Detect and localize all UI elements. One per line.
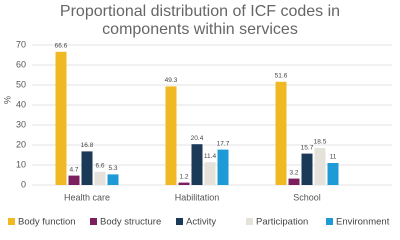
legend-swatch — [176, 218, 183, 225]
y-tick-label: 0 — [21, 179, 26, 189]
bar — [191, 144, 203, 185]
y-tick-label: 70 — [16, 39, 26, 49]
value-label: 1.2 — [179, 173, 188, 180]
legend-swatch — [326, 218, 333, 225]
bar — [178, 182, 190, 185]
legend-swatch — [90, 218, 97, 225]
value-label: 18.5 — [314, 139, 327, 146]
value-label: 66.6 — [55, 43, 68, 50]
value-label: 5.3 — [108, 165, 117, 172]
y-tick-label: 60 — [16, 59, 26, 69]
legend-swatch — [8, 218, 15, 225]
bar — [275, 81, 287, 185]
y-tick-label: 40 — [16, 99, 26, 109]
bar — [327, 163, 339, 185]
value-label: 6.6 — [95, 163, 104, 170]
y-tick-label: 30 — [16, 119, 26, 129]
value-label: 17.7 — [217, 140, 230, 147]
y-tick-label: 20 — [16, 139, 26, 149]
legend-swatch — [246, 218, 253, 225]
bar — [107, 174, 119, 185]
bar — [94, 171, 106, 185]
value-label: 3.2 — [289, 169, 298, 176]
x-tick-label: Health care — [64, 192, 110, 202]
legend-label: Activity — [186, 217, 216, 228]
value-label: 16.8 — [81, 142, 94, 149]
legend-label: Body function — [18, 217, 76, 228]
legend-label: Environment — [336, 217, 390, 228]
y-tick-label: 50 — [16, 79, 26, 89]
bar — [68, 175, 80, 185]
legend-label: Participation — [256, 217, 308, 228]
bar — [301, 153, 313, 185]
x-tick-label: School — [293, 192, 321, 202]
legend-label: Body structure — [100, 217, 161, 228]
y-tick-label: 10 — [16, 159, 26, 169]
bar — [314, 148, 326, 185]
value-label: 20.4 — [191, 135, 204, 142]
bar — [55, 51, 67, 185]
chart-title: Proportional distribution of ICF codes i… — [60, 3, 340, 20]
chart-title: components within services — [102, 21, 298, 38]
y-axis-label: % — [2, 96, 12, 104]
value-label: 51.6 — [275, 73, 288, 80]
value-label: 15.7 — [301, 144, 314, 151]
bar — [204, 162, 216, 185]
value-label: 11 — [330, 154, 337, 161]
value-label: 49.3 — [165, 77, 178, 84]
bar — [81, 151, 93, 185]
bar — [217, 149, 229, 185]
value-label: 4.7 — [69, 166, 78, 173]
x-tick-label: Habilitation — [175, 192, 220, 202]
bar — [288, 178, 300, 185]
bar — [165, 86, 177, 185]
value-label: 11.4 — [204, 153, 217, 160]
